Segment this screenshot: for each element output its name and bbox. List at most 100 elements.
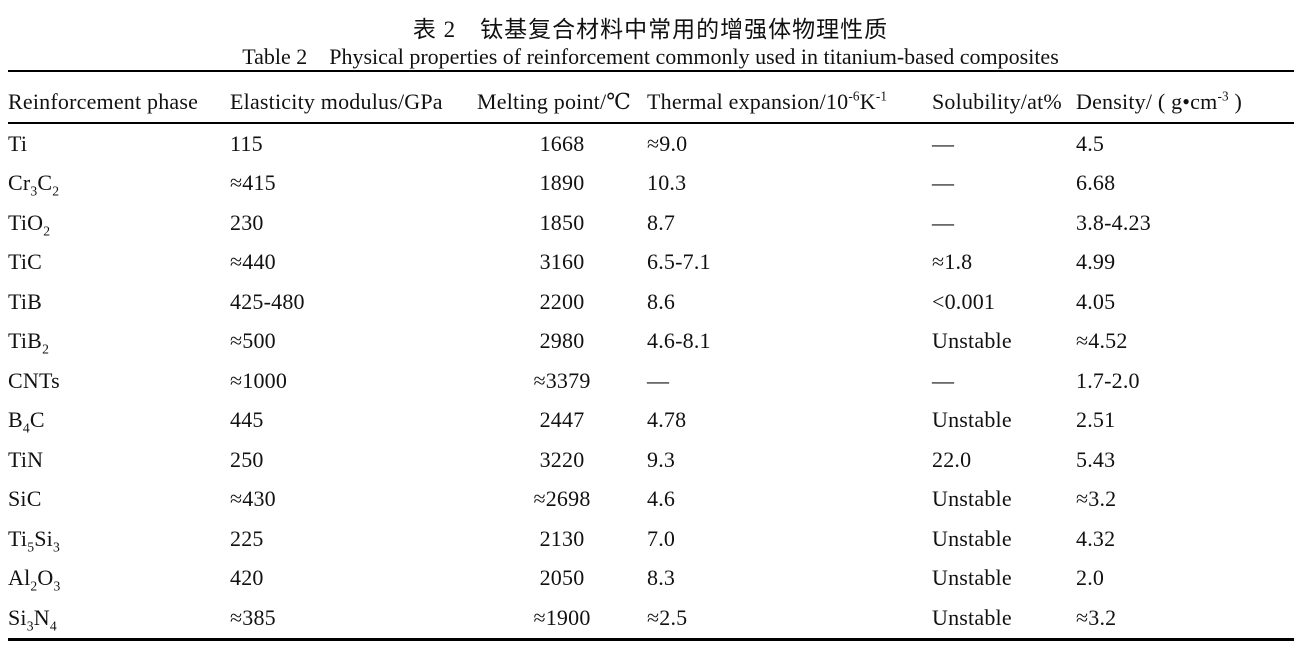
cell-density: 4.5 (1076, 130, 1105, 156)
table-row: Cr3C2 ≈415 1890 10.3 — 6.68 (8, 164, 1294, 204)
cell-elasticity-modulus: 425-480 (230, 288, 305, 314)
cell-elasticity-modulus: 420 (230, 565, 264, 591)
table-row: Ti 115 1668 ≈9.0 — 4.5 (8, 123, 1294, 164)
table-row: TiN 250 3220 9.3 22.0 5.43 (8, 440, 1294, 480)
cell-density: ≈4.52 (1076, 328, 1128, 354)
table-row: TiO2 230 1850 8.7 — 3.8-4.23 (8, 203, 1294, 243)
cell-thermal-expansion: 10.3 (647, 170, 687, 196)
cell-melting-point: 2200 (539, 288, 585, 314)
cell-density: 6.68 (1076, 170, 1116, 196)
cell-density: 2.0 (1076, 565, 1105, 591)
table-row: Ti5Si3 225 2130 7.0 Unstable 4.32 (8, 519, 1294, 559)
cell-thermal-expansion: ≈2.5 (647, 604, 688, 630)
cell-thermal-expansion: 7.0 (647, 525, 676, 551)
cell-reinforcement-phase: TiB2 (8, 328, 50, 357)
cell-elasticity-modulus: ≈500 (230, 328, 276, 354)
cell-reinforcement-phase: TiB (8, 288, 43, 314)
cell-solubility: — (932, 367, 955, 393)
cell-density: 1.7-2.0 (1076, 367, 1140, 393)
cell-density: 3.8-4.23 (1076, 209, 1151, 235)
cell-solubility: — (932, 209, 955, 235)
cell-density: 4.32 (1076, 525, 1116, 551)
cell-elasticity-modulus: ≈430 (230, 486, 276, 512)
cell-density: 2.51 (1076, 407, 1116, 433)
cell-reinforcement-phase: SiC (8, 486, 42, 512)
cell-melting-point: 2050 (539, 565, 585, 591)
cell-reinforcement-phase: TiN (8, 446, 44, 472)
cell-solubility: Unstable (932, 486, 1012, 512)
table-header-row: Reinforcement phase Elasticity modulus/GP… (8, 71, 1294, 124)
cell-solubility: Unstable (932, 328, 1012, 354)
table-row: TiB 425-480 2200 8.6 <0.001 4.05 (8, 282, 1294, 322)
cell-solubility: 22.0 (932, 446, 972, 472)
table-row: TiB2 ≈500 2980 4.6-8.1 Unstable ≈4.52 (8, 322, 1294, 362)
cell-thermal-expansion: — (647, 367, 670, 393)
cell-density: 4.99 (1076, 249, 1116, 275)
cell-elasticity-modulus: 225 (230, 525, 264, 551)
cell-elasticity-modulus: ≈385 (230, 604, 276, 630)
table-body: Ti 115 1668 ≈9.0 — 4.5 Cr3C2 ≈415 1890 10.3 — 6.68 T… (8, 123, 1294, 639)
cell-elasticity-modulus: ≈415 (230, 170, 276, 196)
cell-thermal-expansion: 8.7 (647, 209, 676, 235)
cell-density: ≈3.2 (1076, 486, 1117, 512)
cell-melting-point: ≈1900 (533, 604, 591, 630)
cell-elasticity-modulus: 230 (230, 209, 264, 235)
column-header-elasticity-modulus: Elasticity modulus/GPa (230, 71, 477, 124)
cell-solubility: — (932, 170, 955, 196)
table-row: Si3N4 ≈385 ≈1900 ≈2.5 Unstable ≈3.2 (8, 598, 1294, 639)
column-header-thermal-expansion: Thermal expansion/10-6K-1 (647, 71, 932, 124)
cell-thermal-expansion: 9.3 (647, 446, 676, 472)
table-row: SiC ≈430 ≈2698 4.6 Unstable ≈3.2 (8, 480, 1294, 520)
cell-solubility: Unstable (932, 565, 1012, 591)
table-caption-chinese: 表 2 钛基复合材料中常用的增强体物理性质 (412, 17, 889, 42)
cell-reinforcement-phase: Ti5Si3 (8, 525, 60, 555)
cell-thermal-expansion: 4.6-8.1 (647, 328, 711, 354)
cell-density: 5.43 (1076, 446, 1116, 472)
cell-thermal-expansion: 8.3 (647, 565, 676, 591)
cell-solubility: Unstable (932, 525, 1012, 551)
column-header-density: Density/ ( g•cm-3 ) (1076, 71, 1294, 124)
cell-melting-point: ≈3379 (533, 367, 591, 393)
cell-solubility: ≈1.8 (932, 249, 973, 275)
cell-melting-point: 2980 (539, 328, 585, 354)
cell-elasticity-modulus: ≈440 (230, 249, 276, 275)
cell-melting-point: 1850 (539, 209, 585, 235)
cell-melting-point: 3160 (539, 249, 585, 275)
table-row: TiC ≈440 3160 6.5-7.1 ≈1.8 4.99 (8, 243, 1294, 283)
cell-melting-point: 2447 (539, 407, 585, 433)
cell-density: ≈3.2 (1076, 604, 1117, 630)
cell-solubility: <0.001 (932, 288, 996, 314)
column-header-solubility: Solubility/at% (932, 71, 1076, 124)
cell-thermal-expansion: 4.78 (647, 407, 687, 433)
cell-solubility: — (932, 130, 955, 156)
cell-thermal-expansion: ≈9.0 (647, 130, 688, 156)
column-header-melting-point: Melting point/℃ (477, 71, 647, 124)
cell-elasticity-modulus: 445 (230, 407, 264, 433)
cell-elasticity-modulus: 250 (230, 446, 264, 472)
cell-thermal-expansion: 6.5-7.1 (647, 249, 711, 275)
cell-thermal-expansion: 8.6 (647, 288, 676, 314)
table-row: Al2O3 420 2050 8.3 Unstable 2.0 (8, 559, 1294, 599)
cell-solubility: Unstable (932, 407, 1012, 433)
cell-reinforcement-phase: Al2O3 (8, 565, 61, 594)
column-header-reinforcement-phase: Reinforcement phase (8, 71, 230, 124)
table-row: CNTs ≈1000 ≈3379 — — 1.7-2.0 (8, 361, 1294, 401)
cell-reinforcement-phase: Ti (8, 130, 28, 156)
cell-melting-point: 1890 (539, 170, 585, 196)
cell-reinforcement-phase: Si3N4 (8, 604, 57, 634)
table-caption-english: Table 2 Physical properties of reinforce… (242, 44, 1059, 69)
cell-melting-point: 1668 (539, 130, 585, 156)
cell-thermal-expansion: 4.6 (647, 486, 676, 512)
cell-melting-point: 2130 (539, 525, 585, 551)
cell-melting-point: ≈2698 (533, 486, 591, 512)
cell-elasticity-modulus: 115 (230, 130, 263, 156)
cell-reinforcement-phase: CNTs (8, 367, 60, 393)
cell-reinforcement-phase: B4C (8, 407, 45, 436)
cell-elasticity-modulus: ≈1000 (230, 367, 288, 393)
cell-reinforcement-phase: Cr3C2 (8, 170, 60, 199)
cell-density: 4.05 (1076, 288, 1116, 314)
cell-reinforcement-phase: TiC (8, 249, 43, 275)
cell-melting-point: 3220 (539, 446, 585, 472)
cell-solubility: Unstable (932, 604, 1012, 630)
